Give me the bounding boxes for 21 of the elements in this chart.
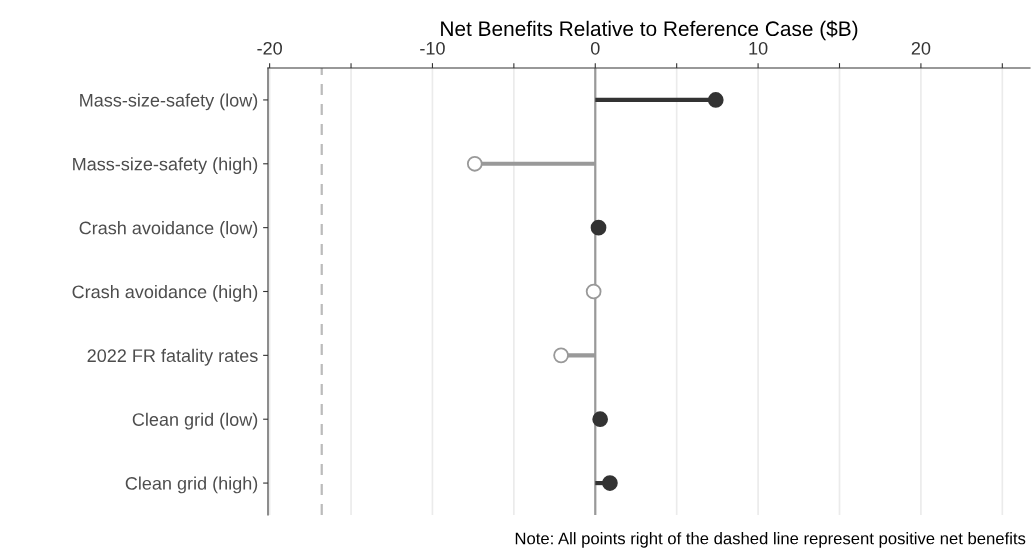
x-tick-label: 0 xyxy=(590,41,600,55)
point xyxy=(602,475,618,491)
y-tick-label: Clean grid (high) xyxy=(125,476,258,494)
y-tick-label: Clean grid (low) xyxy=(132,412,258,430)
point xyxy=(585,283,602,300)
point xyxy=(553,347,569,364)
x-axis-title: Net Benefits Relative to Reference Case ($B) xyxy=(441,20,858,41)
y-tick-label: 2022 FR fatality rates xyxy=(87,348,258,366)
y-tick-label: Crash avoidance (low) xyxy=(79,221,258,238)
point xyxy=(466,155,483,172)
x-tick-label: 20 xyxy=(911,41,931,55)
point xyxy=(592,411,609,428)
point xyxy=(590,219,607,236)
text: Note: All points right of the dashed line represent positive net benefits xyxy=(515,532,1026,548)
y-tick-label: Crash avoidance (high) xyxy=(72,284,258,302)
x-tick-label: 10 xyxy=(749,41,768,55)
y-tick-label: Mass-size-safety (high) xyxy=(73,157,258,175)
x-tick-label: -10 xyxy=(420,41,445,55)
point xyxy=(707,92,724,108)
x-tick-label: -20 xyxy=(257,41,282,55)
y-tick-label: Mass-size-safety (low) xyxy=(80,93,258,111)
